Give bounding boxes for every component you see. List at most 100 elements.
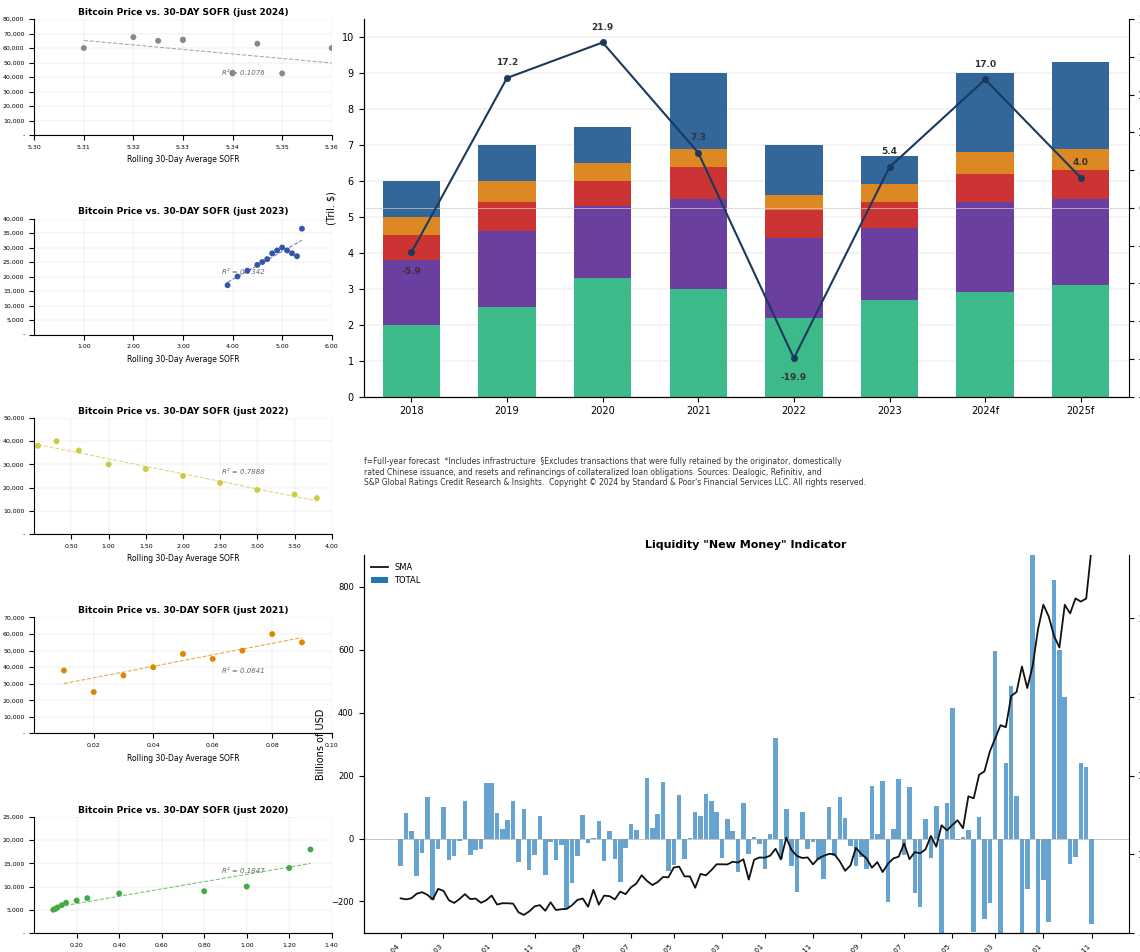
Bar [420, 839, 424, 853]
Bar [956, 292, 1013, 397]
Bar [500, 829, 505, 839]
Bar [731, 831, 735, 839]
Bar [735, 839, 740, 872]
Text: 4.0: 4.0 [1073, 158, 1089, 167]
Bar [677, 795, 682, 839]
Point [238, 263, 256, 278]
Bar [409, 831, 414, 839]
Point [285, 486, 303, 502]
Point [288, 248, 307, 264]
Bar [971, 839, 976, 932]
Bar [479, 839, 483, 849]
Bar [768, 834, 773, 839]
Bar [559, 839, 563, 845]
Bar [573, 181, 632, 206]
Point [99, 457, 117, 472]
Bar [773, 738, 777, 839]
Bar [624, 839, 628, 848]
Point [263, 246, 282, 261]
Bar [1057, 649, 1061, 839]
Text: 17.0: 17.0 [974, 60, 996, 69]
Bar [703, 794, 708, 839]
Bar [891, 829, 896, 839]
Bar [618, 839, 622, 883]
Bar [800, 812, 805, 839]
Point [48, 433, 66, 448]
Point [49, 900, 67, 915]
Bar [521, 809, 526, 839]
Text: R² = 0.1847: R² = 0.1847 [221, 867, 264, 874]
Point [111, 886, 129, 902]
Bar [431, 839, 435, 900]
Point [55, 663, 73, 678]
Bar [934, 806, 938, 839]
Bar [580, 815, 585, 839]
Point [204, 651, 222, 666]
Bar [1068, 839, 1073, 863]
Text: f=Full-year forecast  *Includes infrastructure  §Excludes transactions that were: f=Full-year forecast *Includes infrastru… [364, 457, 865, 486]
Text: 17.2: 17.2 [496, 58, 519, 68]
Point [228, 268, 246, 284]
Bar [842, 818, 847, 839]
Bar [961, 837, 966, 839]
Bar [628, 824, 633, 839]
Bar [645, 779, 650, 839]
Bar [838, 797, 842, 839]
Text: R² = 0.1076: R² = 0.1076 [221, 69, 264, 76]
Bar [608, 831, 612, 839]
Text: R² = 0.0641: R² = 0.0641 [221, 668, 264, 674]
Bar [765, 238, 823, 318]
Point [137, 462, 155, 477]
Text: 7.3: 7.3 [691, 133, 707, 142]
Bar [896, 780, 901, 839]
Bar [811, 839, 815, 842]
Bar [805, 839, 809, 848]
Bar [1052, 149, 1109, 170]
Point [272, 240, 291, 255]
Bar [1052, 199, 1109, 286]
Bar [1052, 170, 1109, 199]
Bar [918, 839, 922, 907]
Bar [516, 839, 521, 863]
Bar [886, 839, 890, 902]
Point [258, 251, 276, 267]
Bar [765, 209, 823, 238]
Bar [983, 839, 987, 920]
Bar [861, 203, 918, 228]
Bar [1052, 581, 1057, 839]
Bar [870, 786, 874, 839]
Point [84, 684, 103, 700]
Bar [993, 651, 998, 839]
Bar [939, 839, 944, 938]
Bar [966, 829, 970, 839]
Point [173, 468, 192, 484]
Y-axis label: (Tril. $): (Tril. $) [326, 191, 336, 225]
Point [323, 40, 341, 55]
Bar [1052, 62, 1109, 149]
Bar [826, 807, 831, 839]
Bar [447, 839, 451, 861]
Bar [1047, 839, 1051, 922]
Bar [765, 145, 823, 195]
Bar [1031, 543, 1035, 839]
Point [219, 278, 237, 293]
Bar [669, 73, 727, 149]
Bar [538, 816, 543, 839]
Point [144, 660, 162, 675]
Bar [669, 149, 727, 167]
Title: Bitcoin Price vs. 30-DAY SOFR (just 2021): Bitcoin Price vs. 30-DAY SOFR (just 2021… [78, 606, 288, 615]
Point [57, 895, 75, 910]
Text: R² = 0.7342: R² = 0.7342 [221, 269, 264, 275]
Bar [1073, 839, 1077, 858]
Point [308, 490, 326, 506]
Bar [564, 839, 569, 909]
Point [44, 902, 63, 918]
Bar [479, 203, 536, 231]
Bar [956, 152, 1013, 173]
Bar [858, 839, 863, 857]
Bar [495, 813, 499, 839]
Bar [383, 325, 440, 397]
Bar [741, 803, 746, 839]
Point [237, 879, 255, 894]
Bar [473, 839, 478, 850]
